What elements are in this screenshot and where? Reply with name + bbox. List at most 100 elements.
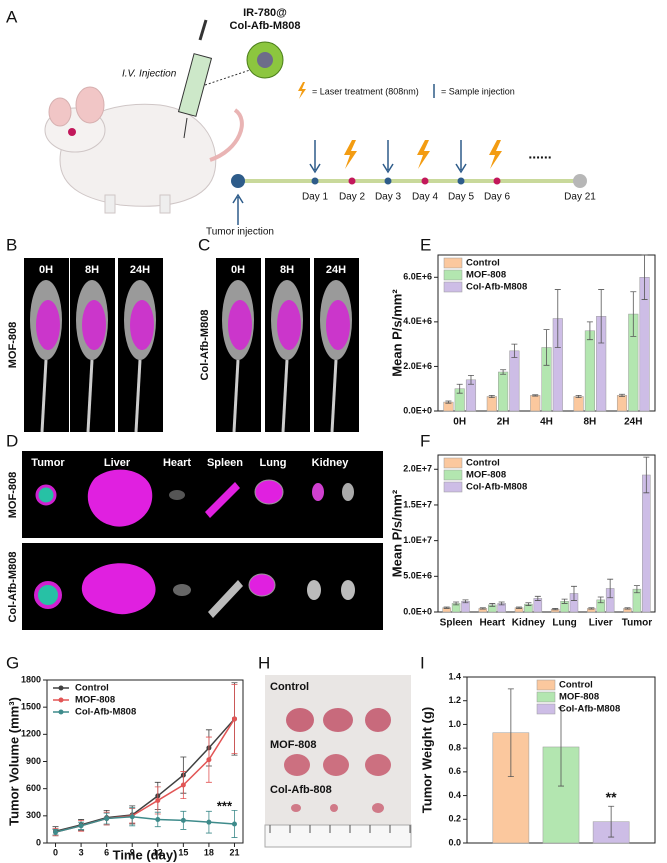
marker [104, 816, 110, 822]
x-tick-label: 6 [104, 847, 109, 857]
signal [82, 300, 106, 350]
y-tick-label: 4.0E+6 [403, 316, 432, 326]
legend-label: Col-Afb-M808 [75, 707, 136, 718]
error-bar [511, 343, 518, 358]
panel-label: I [420, 653, 425, 672]
error-bar [558, 707, 564, 787]
legend-label: MOF-808 [466, 470, 506, 481]
panel-label: A [6, 7, 18, 26]
marker [155, 797, 161, 803]
error-bar [598, 289, 605, 344]
group-label: Col-Afb-808 [270, 784, 332, 796]
day-label: Day 6 [484, 192, 511, 203]
time-label: 24H [130, 264, 150, 276]
error-bar [479, 607, 486, 610]
legend-label: Control [75, 683, 109, 694]
group-label: MOF-808 [7, 322, 19, 368]
legend-label: Col-Afb-M808 [559, 704, 620, 715]
legend-label: Control [559, 680, 593, 691]
bar [486, 396, 497, 412]
day-label: Day 21 [564, 192, 596, 203]
tail [330, 359, 338, 433]
bar [642, 474, 651, 613]
error-bar [552, 608, 559, 611]
bar [509, 350, 520, 412]
panel-label: G [6, 653, 19, 672]
bar [616, 395, 628, 412]
error-bar [597, 596, 604, 604]
day-label: Day 4 [412, 192, 439, 203]
error-bar [467, 374, 474, 385]
error-bar [500, 369, 507, 375]
legend-label: Control [466, 458, 500, 469]
error-bar [641, 254, 648, 300]
time-label: 0H [231, 264, 245, 276]
y-tick-label: 0 [36, 837, 41, 847]
error-bar [608, 805, 615, 838]
x-tick-label: Heart [479, 618, 505, 629]
x-tick-label: 12 [153, 847, 163, 857]
line [55, 718, 236, 833]
legend-label: MOF-808 [75, 695, 115, 706]
error-bar [575, 395, 582, 399]
ellipsis: ...... [528, 146, 551, 162]
y-tick-label: 1500 [21, 702, 41, 712]
bar [573, 396, 584, 412]
y-tick-label: 6.0E+6 [403, 272, 432, 282]
x-tick-label: 0H [453, 417, 466, 428]
legend-swatch [536, 703, 556, 715]
marker [180, 817, 186, 823]
legend-swatch [58, 685, 64, 691]
legend-label: Col-Afb-M808 [466, 282, 527, 293]
signal [130, 300, 154, 350]
x-tick-label: 9 [130, 847, 135, 857]
injection-label: I.V. Injection [122, 69, 177, 80]
x-axis-label: Time (day) [113, 847, 178, 862]
error-bar [489, 603, 496, 607]
legend-swatch [443, 269, 463, 281]
organ-label: Lung [260, 457, 287, 469]
panel-label: B [6, 235, 17, 254]
agent-label: Col-Afb-M808 [230, 20, 301, 32]
legend-swatch [58, 697, 64, 703]
error-bar [453, 601, 460, 606]
y-axis-label: Tumor Weight (g) [419, 707, 434, 813]
marker [206, 819, 212, 825]
marker [78, 823, 84, 829]
tail [281, 359, 289, 433]
tail [86, 359, 94, 433]
line [55, 718, 236, 832]
legend-swatch [536, 679, 556, 691]
y-tick-label: 1.0E+7 [403, 535, 432, 545]
organ-label: Kidney [312, 457, 350, 469]
tumor-photo [264, 675, 412, 848]
organ-images [22, 451, 383, 630]
day-label: Day 3 [375, 192, 402, 203]
y-tick-label: 0.4 [448, 790, 461, 800]
x-tick-label: Kidney [512, 618, 546, 629]
error-bar [624, 607, 631, 610]
legend-swatch [443, 457, 463, 469]
marker [155, 816, 161, 822]
tumor-injection-label: Tumor injection [206, 227, 274, 238]
error-bar [498, 601, 505, 606]
legend-swatch [443, 469, 463, 481]
x-tick-label: Liver [589, 618, 613, 629]
x-tick-label: 21 [229, 847, 239, 857]
error-bar [561, 598, 568, 604]
y-axis-label: Mean P/s/mm² [389, 289, 404, 377]
error-bar [507, 688, 514, 777]
bar [530, 395, 541, 412]
panel-label: H [258, 653, 270, 672]
y-tick-label: 0.0E+0 [403, 405, 432, 415]
marker [53, 829, 59, 835]
y-tick-label: 5.0E+6 [403, 571, 432, 581]
error-bar [633, 585, 640, 594]
marker [206, 757, 212, 763]
y-axis-label: Tumor Volume (mm³) [6, 697, 21, 826]
signal [277, 300, 301, 350]
y-tick-label: 0.6 [448, 766, 461, 776]
tail [232, 359, 240, 433]
signal [36, 300, 60, 350]
